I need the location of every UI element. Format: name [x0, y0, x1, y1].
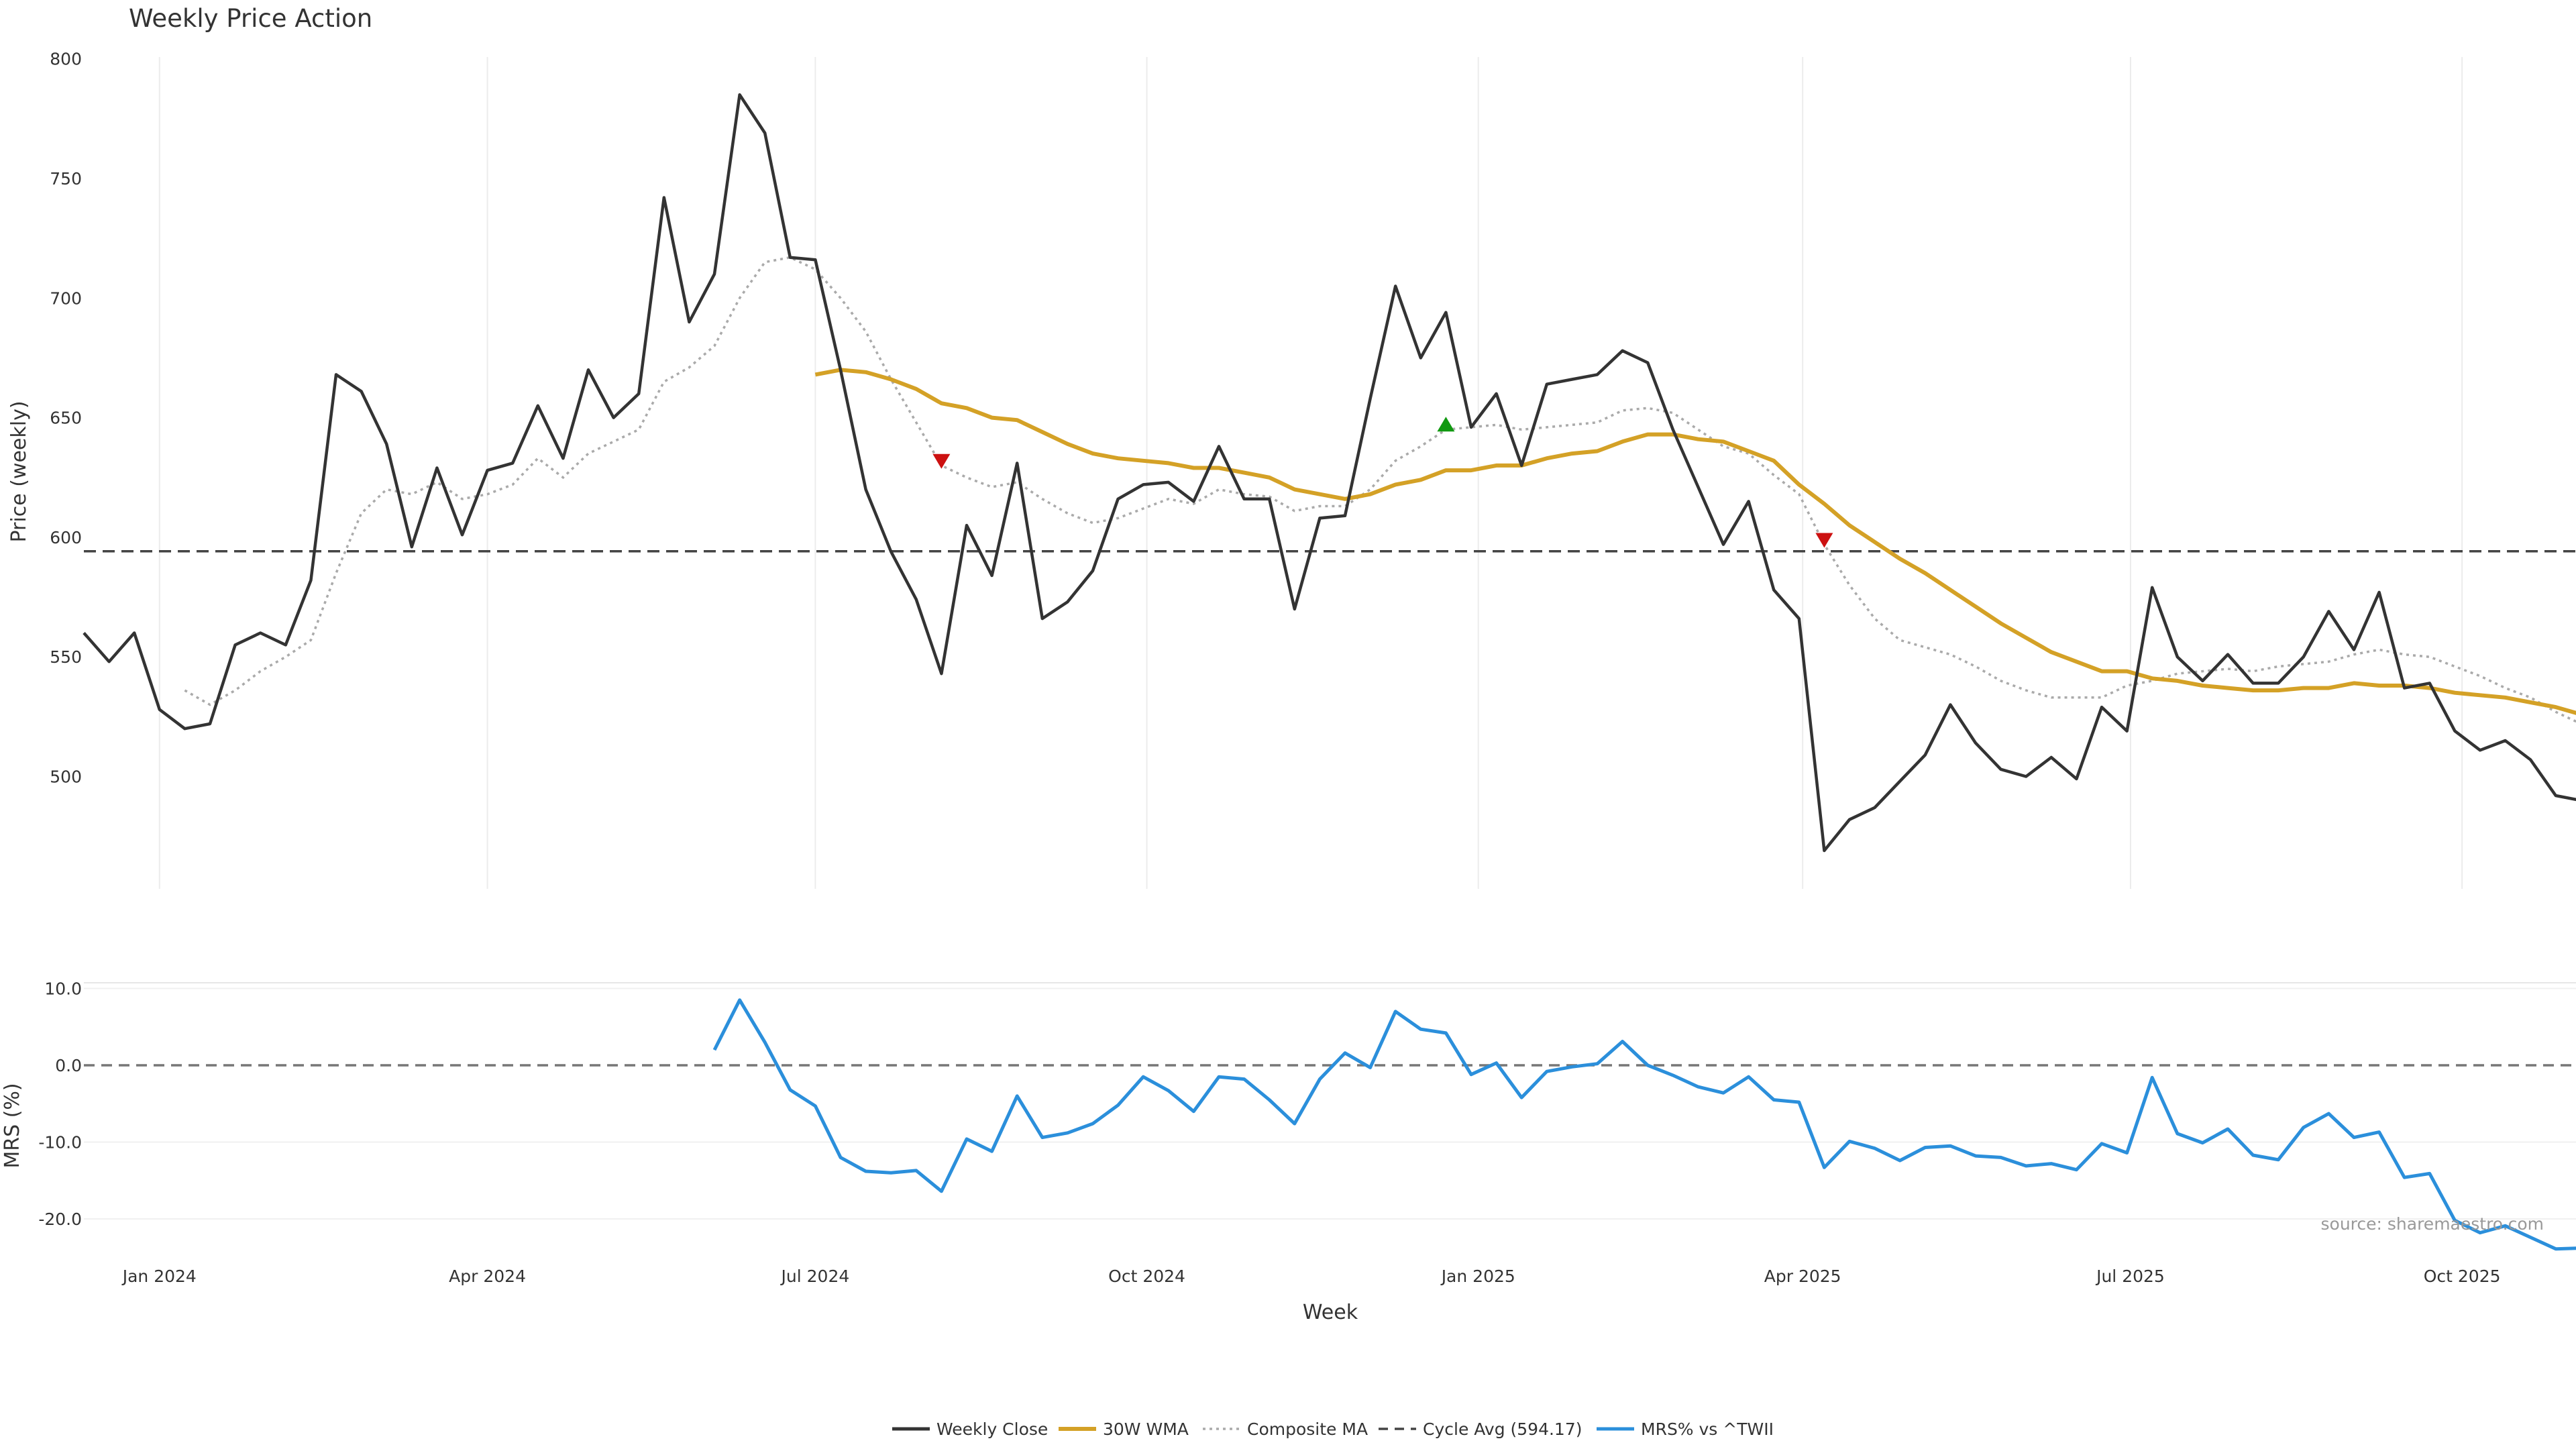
mrs-y-tick: -10.0	[38, 1133, 82, 1152]
weekly-close-line	[83, 93, 2576, 853]
legend-label: Weekly Close	[936, 1419, 1048, 1439]
composite-ma-line	[184, 256, 2576, 723]
mrs-line	[712, 998, 2576, 1251]
legend-label: Cycle Avg (594.17)	[1423, 1419, 1582, 1439]
chart-title: Weekly Price Action	[129, 4, 372, 33]
price-y-tick: 600	[50, 528, 82, 547]
sell-signal-marker	[1815, 533, 1833, 548]
x-tick-label: Jan 2024	[121, 1267, 197, 1286]
price-axis-title: Price (weekly)	[7, 400, 31, 542]
buy-signal-marker	[1437, 417, 1455, 432]
sell-signal-marker	[932, 453, 951, 469]
price-panel: 500 550 600 650 700 750 800	[50, 50, 2576, 889]
x-tick-label: Oct 2025	[2424, 1267, 2501, 1286]
price-y-tick: 500	[50, 767, 82, 787]
x-tick-label: Jul 2025	[2095, 1267, 2165, 1286]
mrs-panel: -20.0 -10.0 0.0 10.0	[38, 979, 2576, 1251]
x-axis: Jan 2024 Apr 2024 Jul 2024 Oct 2024 Jan 2025…	[121, 1267, 2501, 1286]
price-y-tick: 550	[50, 647, 82, 667]
mrs-y-tick: 0.0	[55, 1056, 82, 1075]
legend-label: 30W WMA	[1103, 1419, 1189, 1439]
x-axis-title: Week	[1303, 1301, 1358, 1324]
x-tick-label: Oct 2024	[1108, 1267, 1185, 1286]
wma-line	[814, 368, 2576, 715]
x-tick-label: Jul 2024	[780, 1267, 850, 1286]
price-y-tick: 650	[50, 409, 82, 428]
legend: Weekly Close 30W WMA Composite MA Cycle Avg…	[892, 1419, 1774, 1439]
source-note: source: sharemaestro.com	[2321, 1214, 2544, 1234]
price-y-tick: 800	[50, 50, 82, 69]
mrs-axis-title: MRS (%)	[1, 1083, 24, 1168]
legend-label: MRS% vs ^TWII	[1641, 1419, 1774, 1439]
x-tick-label: Apr 2024	[449, 1267, 526, 1286]
mrs-y-tick: -20.0	[38, 1210, 82, 1229]
price-y-tick: 700	[50, 288, 82, 308]
x-tick-label: Apr 2025	[1764, 1267, 1841, 1286]
x-tick-label: Jan 2025	[1440, 1267, 1515, 1286]
price-y-tick: 750	[50, 169, 82, 189]
mrs-y-tick: 10.0	[44, 979, 82, 999]
legend-label: Composite MA	[1247, 1419, 1368, 1439]
